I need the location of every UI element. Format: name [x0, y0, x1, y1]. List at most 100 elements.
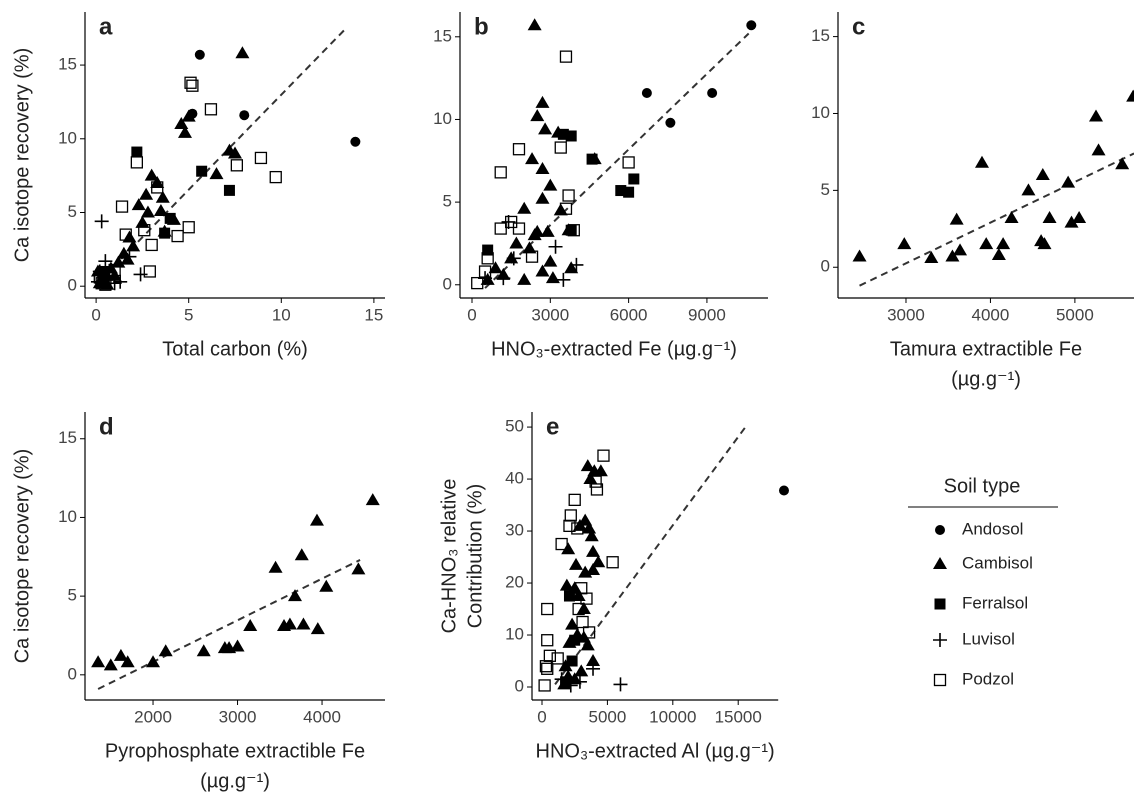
point — [538, 122, 553, 135]
x-tick-label: 10 — [272, 305, 291, 324]
point — [1042, 211, 1057, 224]
point — [945, 249, 960, 262]
legend-label: Cambisol — [962, 553, 1033, 572]
x-tick-label: 3000 — [531, 305, 569, 324]
point — [138, 224, 151, 237]
point — [230, 159, 244, 172]
point — [506, 251, 521, 266]
point — [590, 483, 604, 496]
x-axis-label: Pyrophosphate extractible Fe — [105, 740, 365, 762]
point — [539, 660, 553, 673]
y-tick-label: 15 — [58, 55, 77, 74]
point — [996, 237, 1011, 250]
x-tick-label: 3000 — [219, 707, 257, 726]
y-tick-label: 30 — [505, 521, 524, 540]
point — [564, 509, 577, 522]
legend-title: Soil type — [944, 475, 1021, 497]
point — [934, 598, 946, 610]
point — [586, 544, 601, 557]
point — [527, 18, 542, 31]
point — [953, 243, 968, 256]
point — [778, 485, 789, 496]
point — [924, 251, 939, 264]
x-axis-label: HNO₃-extracted Fe (µg.g⁻¹) — [491, 338, 737, 360]
point — [556, 272, 571, 287]
point — [543, 254, 558, 267]
point — [113, 274, 128, 289]
point — [545, 271, 560, 284]
point — [541, 602, 554, 616]
point — [228, 146, 242, 159]
point — [991, 247, 1006, 260]
point — [852, 249, 867, 262]
y-tick-label: 15 — [811, 26, 830, 45]
x-tick-label: 0 — [467, 305, 476, 324]
point — [558, 659, 573, 672]
point — [522, 241, 537, 254]
point — [641, 88, 652, 99]
point — [133, 267, 148, 282]
y-tick-label: 10 — [58, 128, 77, 147]
y-axis-label: Ca-HNO₃ relative — [438, 479, 460, 634]
point — [120, 655, 135, 668]
y-tick-label: 5 — [443, 192, 452, 211]
point — [209, 167, 224, 180]
point — [628, 173, 640, 185]
point — [560, 676, 572, 688]
point — [540, 224, 555, 237]
point — [98, 254, 113, 269]
point — [665, 117, 676, 128]
point — [350, 136, 361, 147]
y-tick-label: 15 — [58, 428, 77, 447]
point — [591, 555, 606, 568]
point — [574, 664, 589, 677]
point — [623, 186, 635, 198]
trend-line — [97, 559, 361, 690]
point — [535, 191, 550, 204]
x-axis-label: Tamura extractible Fe — [890, 338, 1082, 360]
point — [178, 125, 192, 138]
point — [351, 562, 366, 575]
point — [130, 156, 144, 169]
point — [1064, 215, 1079, 228]
point — [580, 638, 595, 651]
point — [91, 655, 106, 668]
y-axis-label: Ca isotope recovery (%) — [11, 48, 33, 263]
point — [517, 201, 532, 214]
point — [582, 521, 597, 534]
point — [564, 261, 579, 274]
point — [171, 229, 184, 243]
x-axis-label: (µg.g⁻¹) — [951, 368, 1021, 390]
x-tick-label: 2000 — [134, 707, 172, 726]
y-tick-label: 40 — [505, 469, 524, 488]
point — [563, 590, 575, 602]
point — [586, 563, 601, 576]
point — [512, 222, 526, 235]
point — [509, 236, 524, 249]
point — [294, 548, 309, 561]
point — [496, 271, 511, 286]
point — [565, 224, 577, 236]
point — [186, 79, 199, 92]
point — [164, 212, 176, 224]
y-tick-label: 10 — [505, 625, 524, 644]
point — [365, 493, 380, 506]
x-tick-label: 9000 — [688, 305, 726, 324]
x-tick-label: 5000 — [588, 707, 626, 726]
point — [613, 677, 628, 692]
point — [268, 560, 283, 573]
y-tick-label: 10 — [811, 103, 830, 122]
point — [1072, 211, 1087, 224]
x-tick-label: 0 — [537, 707, 546, 726]
point — [181, 109, 196, 122]
point — [606, 556, 619, 569]
y-tick-label: 10 — [433, 109, 452, 128]
point — [230, 639, 245, 652]
point — [239, 110, 250, 121]
point — [535, 162, 550, 175]
point — [615, 185, 627, 197]
point — [559, 202, 573, 215]
y-tick-label: 0 — [68, 276, 77, 295]
point — [143, 265, 156, 278]
